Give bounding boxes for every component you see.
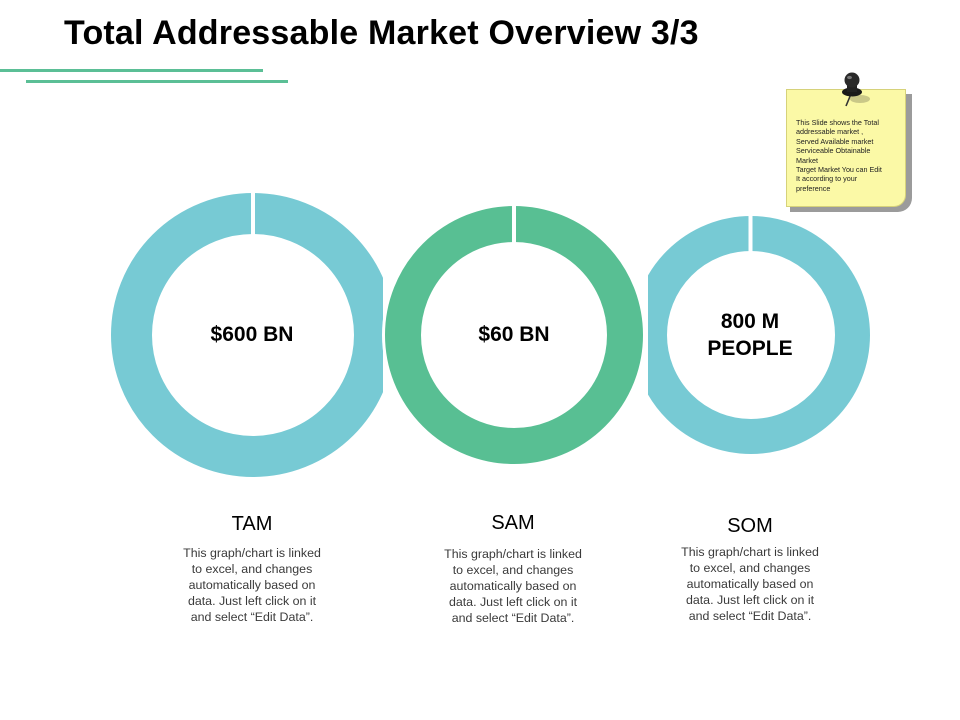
tam-label: TAM	[231, 513, 273, 535]
sticky-note: This Slide shows the Total addressable m…	[782, 72, 914, 216]
sam-description: This graph/chart is linked to excel, and…	[444, 547, 582, 625]
sam-value: $60 BN	[478, 323, 550, 346]
som-value: 800 M PEOPLE	[707, 310, 793, 360]
som-description: This graph/chart is linked to excel, and…	[681, 545, 819, 623]
title-underline-top	[0, 69, 263, 72]
sam-donut-gap	[512, 203, 516, 245]
title-underline-bottom	[26, 80, 288, 83]
som-label: SOM	[727, 515, 773, 537]
sticky-note-text: This Slide shows the Total addressable m…	[796, 118, 882, 193]
tam-donut-gap	[251, 190, 255, 240]
tam-value: $600 BN	[210, 323, 294, 346]
sam-label: SAM	[491, 512, 535, 534]
pushpin-icon	[842, 72, 870, 107]
tam-description: This graph/chart is linked to excel, and…	[183, 546, 321, 624]
sticky-note-paper: This Slide shows the Total addressable m…	[786, 89, 906, 207]
som-donut-gap	[748, 212, 753, 252]
slide-title: Total Addressable Market Overview 3/3	[64, 14, 699, 52]
